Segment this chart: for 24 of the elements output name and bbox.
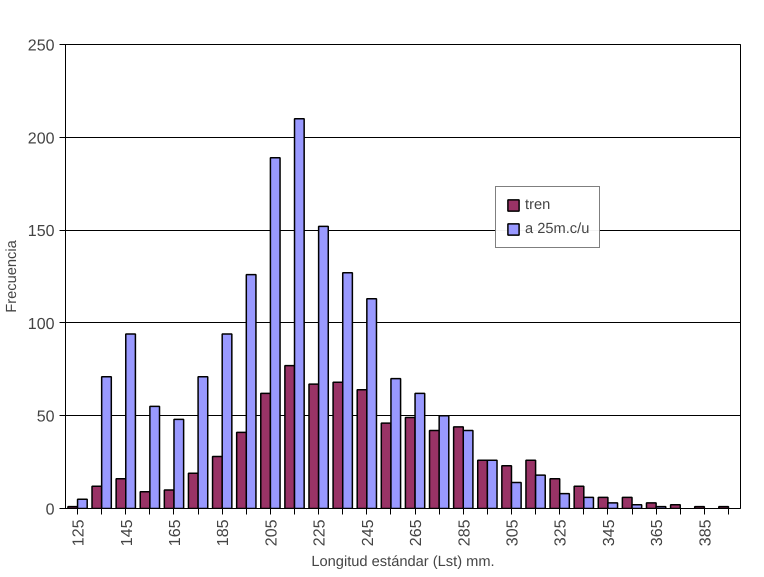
x-tick-label: 285 <box>456 519 474 546</box>
x-tick-label: 345 <box>600 519 618 546</box>
x-tick-label: 325 <box>552 519 570 546</box>
x-tick-label: 225 <box>312 519 329 546</box>
x-tick-label: 385 <box>697 519 714 546</box>
y-tick-label: 150 <box>28 223 55 240</box>
x-tick-label: 305 <box>504 519 522 546</box>
y-tick-label: 0 <box>46 502 55 518</box>
legend-label: a 25m.c/u <box>525 221 590 237</box>
x-tick-label: 125 <box>70 519 88 546</box>
x-tick-label: 365 <box>649 519 666 546</box>
x-tick-label: 205 <box>263 519 280 546</box>
x-tick-label: 145 <box>118 519 136 546</box>
x-tick-label: 245 <box>360 519 377 546</box>
x-tick-label: 265 <box>408 519 426 546</box>
y-tick-label: 50 <box>36 408 55 426</box>
y-tick-label: 100 <box>28 316 55 333</box>
x-tick-label: 185 <box>215 519 232 546</box>
x-axis-title: Longitud estándar (Lst) mm. <box>311 554 495 570</box>
x-tick-label: 165 <box>166 519 184 546</box>
y-axis-title: Frecuencia <box>4 239 20 313</box>
legend-label: tren <box>525 197 550 213</box>
y-tick-label: 250 <box>28 38 55 54</box>
y-tick-label: 200 <box>28 130 55 148</box>
